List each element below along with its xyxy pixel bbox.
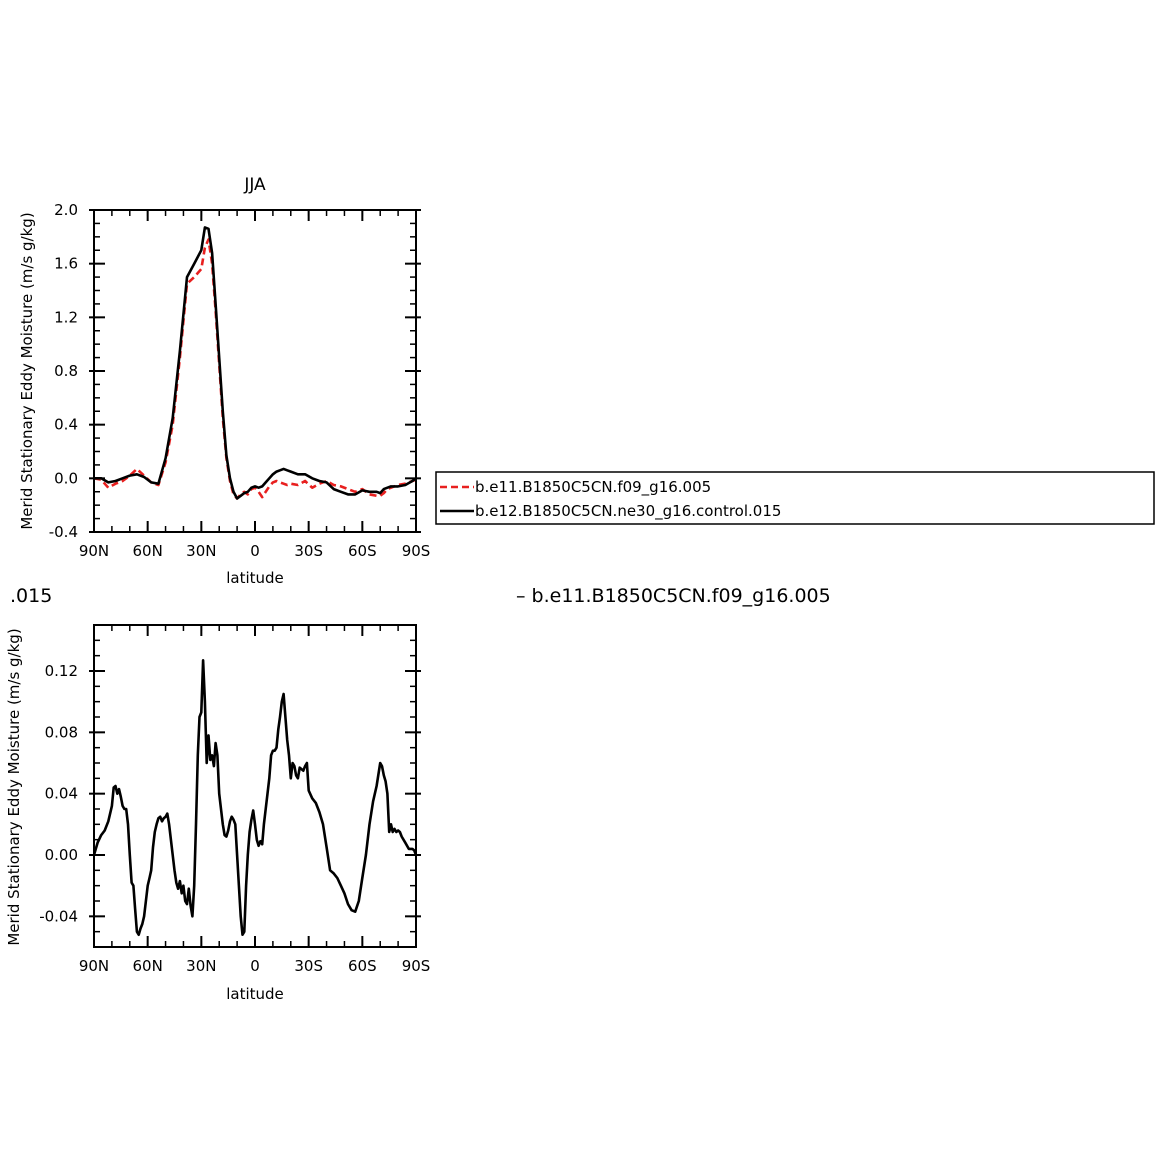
y-tick-label: 1.2: [54, 308, 78, 326]
bottom-panel-series: [92, 658, 418, 937]
bottom-panel-axes: 90N 60N 30N 0 30S 60S 90S -0.04 0.00 0.04 0.08 0.12: [39, 624, 431, 975]
x-tick-label: 90S: [402, 542, 431, 560]
y-tick-label: 0.4: [54, 416, 78, 434]
top-panel-title: JJA: [243, 175, 266, 195]
series-line-2: [94, 226, 417, 500]
y-tick-label: 0.0: [54, 469, 78, 487]
y-tick-label: 0.08: [45, 723, 78, 741]
bottom-panel: .015 – b.e11.B1850C5CN.f09_g16.005 Merid…: [5, 585, 831, 1003]
x-tick-label: 30S: [294, 542, 323, 560]
y-tick-label: -0.4: [49, 523, 78, 541]
top-panel-ylabel: Merid Stationary Eddy Moisture (m/s g/kg…: [18, 212, 36, 529]
x-tick-label: 30N: [186, 957, 216, 975]
y-tick-label: -0.04: [39, 907, 78, 925]
x-tick-label: 60N: [133, 957, 163, 975]
x-tick-label: 0: [250, 542, 260, 560]
x-tick-label: 30N: [186, 542, 216, 560]
x-tick-label: 60N: [133, 542, 163, 560]
top-panel-xlabel: latitude: [226, 569, 284, 587]
bottom-panel-xlabel: latitude: [226, 985, 284, 1003]
x-tick-label: 60S: [348, 542, 377, 560]
y-tick-label: 1.6: [54, 255, 78, 273]
y-tick-label: 0.00: [45, 846, 78, 864]
series-line-1: [93, 238, 417, 500]
x-tick-label: 30S: [294, 957, 323, 975]
top-panel-axes: 90N 60N 30N 0 30S 60S 90S -0.4 0.0 0.4 0.8 1.2 1.6 2.…: [49, 201, 431, 560]
bottom-panel-title-fragment: .015: [10, 585, 52, 607]
top-panel-series: [93, 226, 417, 500]
y-tick-label: 0.04: [45, 785, 78, 803]
bottom-panel-ylabel: Merid Stationary Eddy Moisture (m/s g/kg…: [5, 628, 23, 945]
y-tick-label: 2.0: [54, 201, 78, 219]
x-tick-label: 60S: [348, 957, 377, 975]
y-tick-label: 0.12: [45, 662, 78, 680]
top-panel: JJA Merid Stationary Eddy Moisture (m/s …: [18, 175, 430, 587]
x-tick-label: 90N: [79, 542, 109, 560]
bottom-panel-frame: [93, 624, 417, 948]
legend-entry-black: b.e12.B1850C5CN.ne30_g16.control.015: [475, 502, 781, 521]
legend: b.e11.B1850C5CN.f09_g16.005 b.e12.B1850C…: [435, 471, 1155, 525]
top-panel-frame: [93, 209, 417, 533]
x-tick-label: 90S: [402, 957, 431, 975]
x-tick-label: 0: [250, 957, 260, 975]
bottom-panel-subtitle: – b.e11.B1850C5CN.f09_g16.005: [516, 585, 831, 607]
y-tick-label: 0.8: [54, 362, 78, 380]
x-tick-label: 90N: [79, 957, 109, 975]
legend-box: [435, 471, 1155, 525]
series-line-1: [92, 658, 418, 937]
legend-entry-red: b.e11.B1850C5CN.f09_g16.005: [475, 478, 711, 497]
